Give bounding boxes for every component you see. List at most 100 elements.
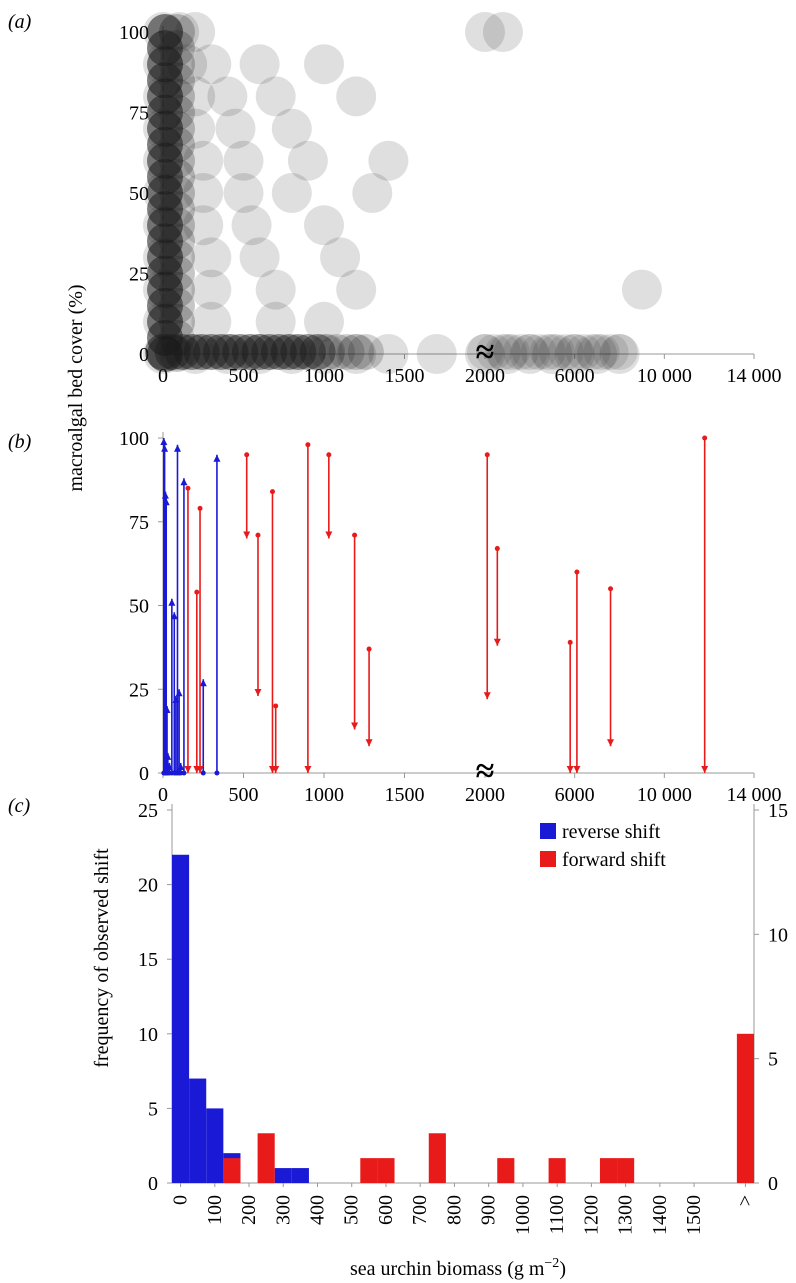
- panel-a-y-tick-label: 100: [119, 22, 149, 44]
- y-axis-label-c: frequency of observed shift: [91, 848, 113, 1068]
- panel-c-x-tick-label: 0: [170, 1195, 192, 1205]
- forward-shift-arrowhead: [493, 638, 501, 646]
- reverse-shift-arrowhead: [161, 491, 169, 499]
- reverse-shift-arrowhead: [170, 612, 178, 620]
- scatter-point: [145, 334, 181, 370]
- scatter-point: [280, 334, 317, 370]
- legend-swatch-forward: [540, 851, 556, 867]
- forward-shift-start: [244, 452, 250, 458]
- reverse-shift-arrowhead: [180, 478, 188, 486]
- scatter-point: [520, 334, 557, 370]
- scatter-point: [231, 334, 268, 370]
- scatter-point: [487, 334, 528, 374]
- panel-b-y-tick-label: 50: [129, 596, 149, 618]
- scatter-point: [509, 334, 550, 374]
- panel-label-b: (b): [8, 431, 32, 453]
- panel-c-y-left-tick-label: 20: [138, 875, 158, 897]
- forward-shift-start: [494, 546, 500, 552]
- panel-c-x-tick-label: 700: [409, 1195, 431, 1225]
- forward-shift-bar: [617, 1158, 635, 1183]
- scatter-point: [368, 140, 409, 181]
- panel-label-a: (a): [8, 11, 32, 33]
- scatter-point: [154, 334, 191, 370]
- scatter-point: [207, 76, 248, 117]
- scatter-point: [255, 76, 296, 117]
- scatter-point: [299, 334, 336, 370]
- panel-b-x-tick-label: 2000: [465, 784, 505, 806]
- panel-a-x-tick-label: 2000: [465, 365, 505, 387]
- panel-c-x-tick-label: 100: [204, 1195, 226, 1225]
- panel-c-x-tick-label: 1500: [683, 1195, 705, 1235]
- scatter-point: [239, 334, 280, 374]
- scatter-point: [577, 334, 618, 374]
- forward-shift-start: [352, 532, 358, 538]
- forward-shift-arrowhead: [607, 739, 615, 747]
- reverse-shift-start: [200, 770, 206, 776]
- forward-shift-bar: [377, 1158, 395, 1183]
- panel-c-y-left-tick-label: 0: [148, 1173, 158, 1195]
- panel-c-x-tick-label: 300: [272, 1195, 294, 1225]
- scatter-point: [251, 334, 288, 370]
- panel-a-x-tick-label: 10 000: [637, 365, 692, 387]
- forward-shift-start: [194, 589, 200, 595]
- scatter-point: [304, 301, 344, 342]
- scatter-point: [565, 334, 602, 370]
- scatter-point: [547, 334, 584, 370]
- scatter-point: [239, 237, 280, 278]
- scatter-point: [159, 14, 195, 50]
- scatter-point: [304, 334, 344, 374]
- scatter-point: [175, 334, 216, 374]
- scatter-point: [241, 334, 278, 370]
- scatter-point: [147, 14, 183, 50]
- panel-c-x-tick-label: 1200: [580, 1195, 602, 1235]
- scatter-point: [287, 140, 328, 181]
- panel-a-y-tick-label: 0: [139, 344, 149, 366]
- scatter-point: [231, 205, 272, 246]
- axis-break-icon: ≈: [476, 334, 495, 371]
- scatter-point: [538, 334, 575, 370]
- forward-shift-bar: [736, 1033, 754, 1183]
- forward-shift-bar: [257, 1133, 275, 1183]
- panel-c-y-right-tick-label: 0: [768, 1173, 778, 1195]
- scatter-point: [511, 334, 548, 370]
- forward-shift-start: [255, 532, 261, 538]
- panel-b-x-tick-label: 1500: [385, 784, 425, 806]
- scatter-point: [592, 334, 629, 370]
- scatter-point: [475, 334, 512, 370]
- forward-shift-bar: [223, 1158, 241, 1183]
- scatter-point: [191, 301, 232, 342]
- forward-shift-bar: [360, 1158, 378, 1183]
- scatter-point: [202, 334, 239, 370]
- forward-shift-start: [273, 703, 279, 709]
- panel-c-x-tick-label: 500: [341, 1195, 363, 1225]
- reverse-shift-start: [214, 770, 220, 776]
- scatter-point: [191, 237, 232, 278]
- forward-shift-bar: [428, 1133, 446, 1183]
- scatter-point: [583, 334, 620, 370]
- scatter-point: [173, 334, 210, 370]
- reverse-shift-bar: [206, 1108, 224, 1183]
- scatter-point: [465, 334, 505, 374]
- forward-shift-arrowhead: [184, 766, 192, 773]
- scatter-point: [368, 334, 409, 374]
- panel-a-y-tick-label: 75: [129, 103, 149, 125]
- forward-shift-arrowhead: [365, 739, 373, 747]
- forward-shift-bar: [548, 1158, 566, 1183]
- panel-b-x-tick-label: 500: [229, 784, 259, 806]
- scatter-point: [467, 334, 503, 370]
- scatter-point: [164, 334, 201, 370]
- scatter-point: [193, 334, 230, 370]
- forward-shift-start: [197, 505, 203, 511]
- scatter-point: [304, 205, 344, 246]
- scatter-point: [482, 12, 523, 52]
- reverse-shift-bar: [274, 1168, 292, 1183]
- forward-shift-arrowhead: [243, 531, 251, 539]
- reverse-shift-start: [181, 770, 187, 776]
- panel-c-histogram: 0 5 10 15 20 25 0 5 10 15 0 100 200 300 400 500 600 700 80…: [138, 800, 788, 1235]
- y-axis-label-ab: macroalgal bed cover (%): [65, 284, 87, 491]
- forward-shift-start: [269, 489, 275, 495]
- scatter-point: [304, 44, 344, 85]
- scatter-point: [223, 140, 264, 181]
- scatter-point: [574, 334, 611, 370]
- reverse-shift-arrowhead: [160, 438, 168, 445]
